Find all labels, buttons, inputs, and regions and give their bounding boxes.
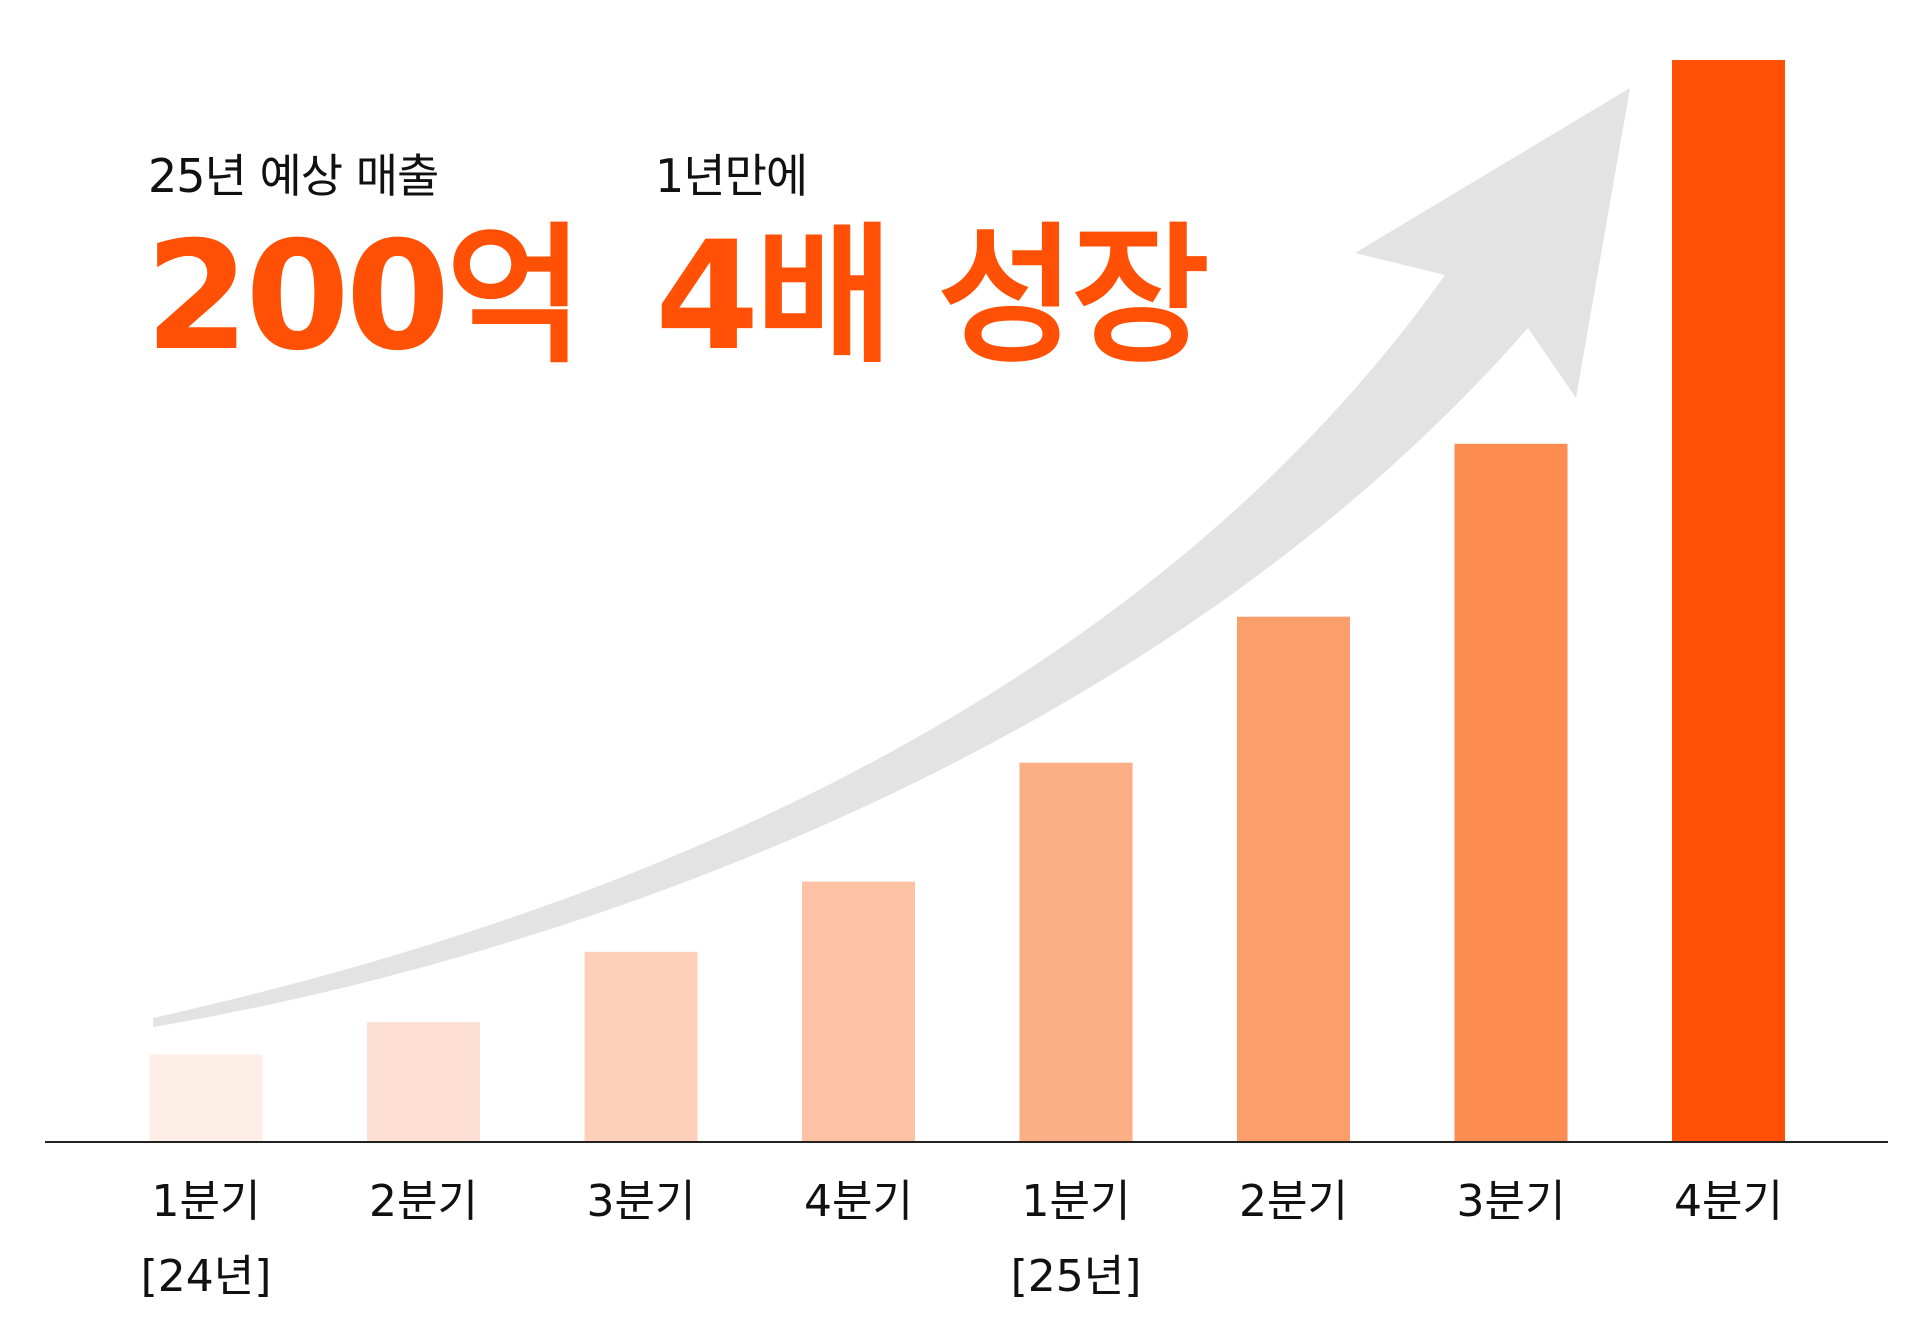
growth-caption: 1년만에 [655, 149, 808, 203]
year-label-1: [24년] [140, 1251, 272, 1302]
x-tick-label-7: 3분기 [1456, 1176, 1566, 1227]
bar-1 [149, 1054, 263, 1141]
x-tick-label-8: 4분기 [1674, 1176, 1783, 1227]
bars-group [149, 60, 1785, 1141]
x-tick-label-1: 1분기 [151, 1176, 261, 1227]
forecast-value: 200억 [145, 210, 584, 384]
x-tick-label-4: 4분기 [804, 1176, 913, 1227]
bar-3 [584, 951, 698, 1141]
bar-7 [1454, 443, 1568, 1141]
year-label-5: [25년] [1010, 1251, 1142, 1302]
bar-8 [1672, 60, 1785, 1141]
growth-trend-arrow [153, 88, 1630, 1027]
bar-6 [1237, 616, 1350, 1141]
bar-5 [1019, 762, 1133, 1141]
bar-4 [802, 881, 915, 1141]
x-tick-label-6: 2분기 [1239, 1176, 1348, 1227]
forecast-caption: 25년 예상 매출 [148, 149, 439, 203]
growth-value: 4배 성장 [655, 210, 1210, 384]
x-tick-label-3: 3분기 [586, 1176, 696, 1227]
bar-2 [367, 1022, 480, 1141]
x-tick-label-2: 2분기 [369, 1176, 478, 1227]
x-tick-label-5: 1분기 [1021, 1176, 1131, 1227]
